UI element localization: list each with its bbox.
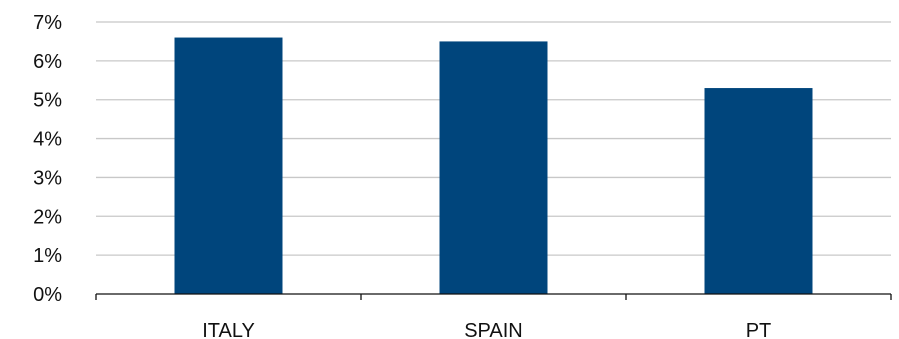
x-category-label: PT: [746, 320, 772, 339]
y-tick-label: 3%: [33, 167, 62, 189]
bars: [174, 37, 813, 295]
x-category-label: ITALY: [202, 320, 255, 339]
y-tick-label: 2%: [33, 206, 62, 228]
bar-pt: [704, 88, 813, 294]
x-axis-category-labels: ITALY SPAIN PT: [202, 320, 771, 339]
y-tick-label: 4%: [33, 129, 62, 151]
y-tick-label: 1%: [33, 245, 62, 267]
bar-italy: [174, 37, 283, 295]
bar-spain: [439, 41, 548, 294]
y-tick-label: 0%: [33, 284, 62, 306]
y-tick-label: 6%: [33, 51, 62, 73]
y-axis-tick-labels: 0% 1% 2% 3% 4% 5% 6% 7%: [33, 12, 62, 306]
x-category-label: SPAIN: [464, 320, 523, 339]
y-tick-label: 5%: [33, 90, 62, 112]
y-tick-label: 7%: [33, 12, 62, 34]
x-axis: [95, 293, 892, 300]
